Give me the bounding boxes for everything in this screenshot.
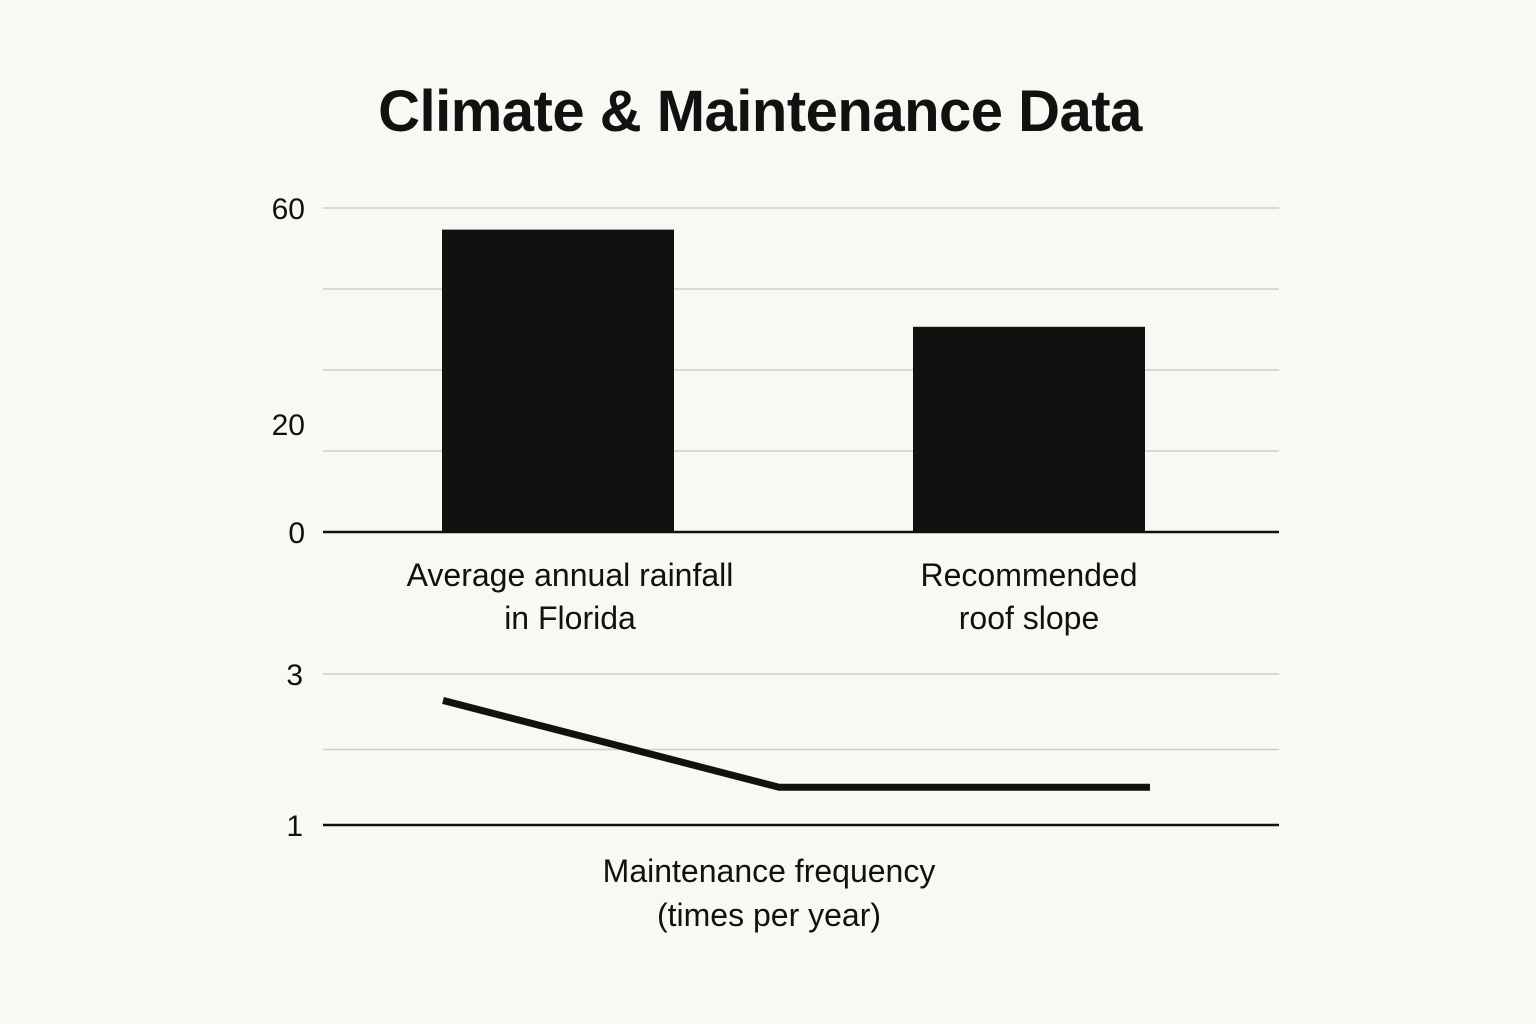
category-label-line: roof slope: [959, 600, 1100, 636]
chart-title: Climate & Maintenance Data: [378, 79, 1142, 144]
category-label-line: in Florida: [504, 600, 636, 636]
x-axis-label-line: (times per year): [657, 897, 881, 933]
y-tick-label: 20: [272, 409, 305, 442]
y-tick-label: 60: [272, 193, 305, 226]
category-label-line: Average annual rainfall: [407, 557, 734, 593]
bar: [913, 326, 1145, 532]
x-axis-label-line: Maintenance frequency: [603, 853, 936, 889]
series-line: [442, 697, 1150, 791]
y-tick-label: 1: [286, 810, 303, 843]
bar: [442, 229, 674, 532]
y-tick-label: 0: [288, 517, 305, 550]
category-label-line: Recommended: [921, 557, 1138, 593]
category-label: Recommended roof slope: [921, 557, 1138, 636]
category-label: Average annual rainfall in Florida: [407, 557, 734, 636]
y-tick-label: 3: [286, 659, 303, 692]
x-axis-label: Maintenance frequency (times per year): [603, 853, 936, 933]
